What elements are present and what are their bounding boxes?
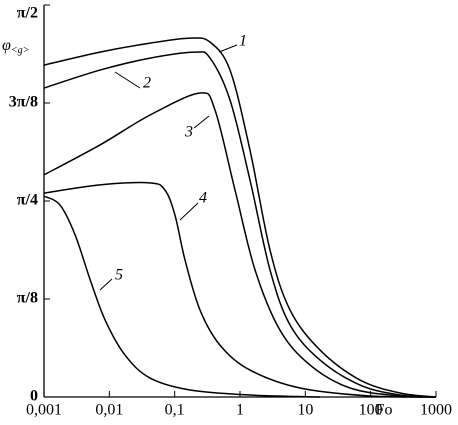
curve [43, 195, 321, 398]
y-label-symbol: φ [2, 37, 11, 54]
y-tick-label: 0 [30, 388, 38, 405]
y-tick-label: π/8 [17, 290, 38, 307]
x-tick-label: 0,001 [26, 402, 62, 419]
curve [43, 51, 437, 398]
curve-label: 2 [143, 75, 151, 92]
x-tick-label: 0,01 [95, 402, 123, 419]
curve [43, 37, 437, 398]
y-label-subscript: <g> [11, 45, 30, 56]
curve-label: 5 [115, 267, 123, 284]
x-tick-label: 10 [297, 402, 313, 419]
leaders [99, 44, 238, 291]
x-axis-label: Fo [376, 402, 393, 419]
y-tick-label: π/2 [17, 5, 38, 22]
x-tick-label: 1 [236, 402, 244, 419]
x-tick-label: 1000 [420, 402, 452, 419]
curve-label: 1 [239, 33, 247, 50]
curve [43, 92, 437, 398]
x-tick-label: 100 [359, 402, 383, 419]
y-axis-label: φ<g> [2, 37, 29, 57]
y-tick-label: 3π/8 [9, 94, 38, 111]
y-tick-label: π/4 [17, 192, 38, 209]
curve [43, 181, 437, 398]
curve-label: 3 [184, 124, 193, 141]
x-tick-label: 0,1 [165, 402, 185, 419]
curve-label: 4 [199, 190, 207, 207]
